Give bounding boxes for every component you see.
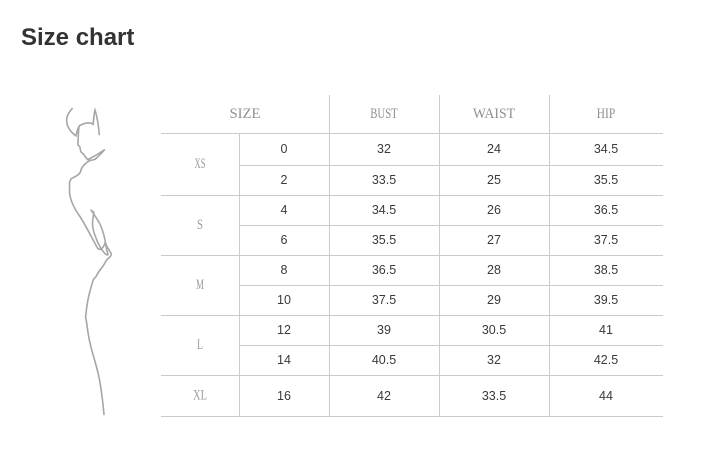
svg-text:XL: XL [193, 388, 207, 404]
svg-text:HIP: HIP [597, 106, 615, 122]
svg-text:L: L [197, 337, 203, 353]
svg-text:XS: XS [195, 156, 206, 172]
svg-text:S: S [197, 217, 203, 233]
svg-text:BUST: BUST [370, 106, 398, 122]
svg-text:SIZE: SIZE [230, 106, 261, 122]
svg-text:M: M [196, 277, 204, 293]
svg-text:WAIST: WAIST [473, 106, 515, 122]
